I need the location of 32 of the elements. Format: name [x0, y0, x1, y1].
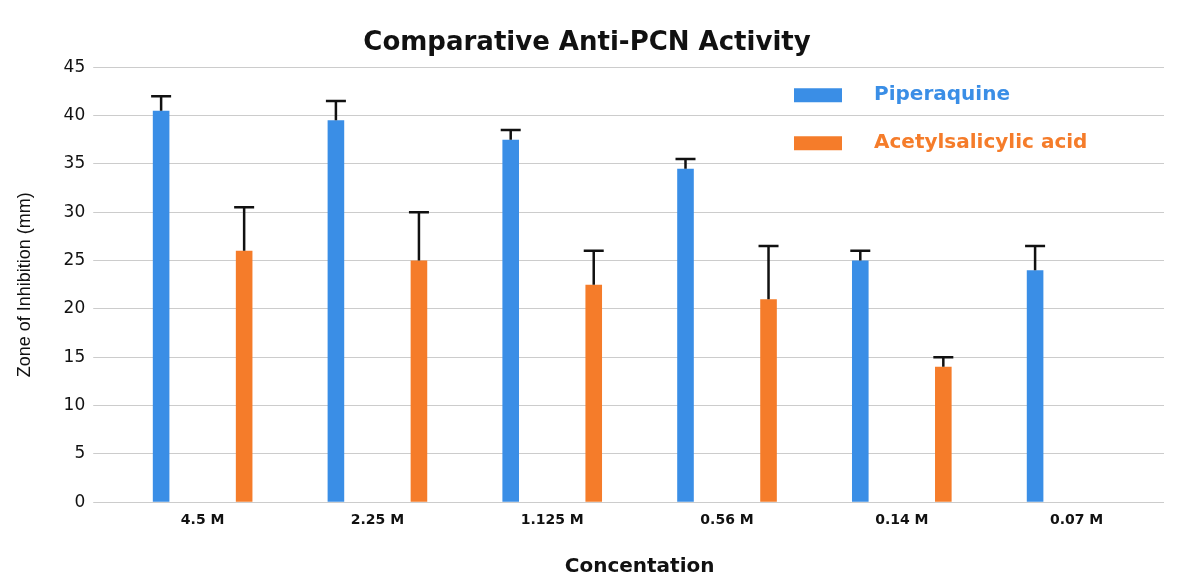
bar: [851, 260, 869, 502]
y-tick-label: 30: [63, 200, 86, 221]
y-tick-label: 25: [63, 248, 86, 269]
bar: [1026, 270, 1044, 502]
x-tick-label: 0.56 M: [700, 511, 754, 528]
bar: [935, 366, 952, 502]
bar: [677, 168, 694, 502]
y-tick-label: 0: [74, 490, 86, 511]
x-tick-label: 2.25 M: [350, 511, 405, 528]
y-tick-label: 40: [63, 103, 86, 124]
x-axis-title: Concentation: [564, 553, 715, 578]
x-tick-label: 4.5 M: [180, 511, 225, 528]
y-tick-label: 35: [63, 152, 86, 173]
bar: [235, 250, 253, 502]
y-tick-label: 45: [63, 55, 86, 76]
x-tick-label: 0.07 M: [1049, 511, 1104, 528]
x-tick-label: 0.14 M: [875, 511, 929, 528]
bar: [502, 139, 520, 502]
bar: [585, 284, 603, 502]
y-tick-label: 15: [63, 345, 86, 366]
y-tick-label: 5: [74, 442, 86, 463]
bar: [410, 260, 428, 502]
chart-title: Comparative Anti-PCN Activity: [363, 26, 811, 57]
bar: [760, 299, 777, 502]
y-axis-title: Zone of Inhibition (mm): [13, 192, 34, 378]
bar: [152, 110, 170, 502]
x-tick-label: 1.125 M: [520, 511, 584, 528]
legend-label: Acetylsalicylic acid: [874, 129, 1088, 154]
y-tick-label: 10: [63, 393, 86, 414]
y-tick-label: 20: [63, 297, 86, 318]
bar: [327, 120, 345, 502]
legend-label: Piperaquine: [874, 81, 1010, 106]
